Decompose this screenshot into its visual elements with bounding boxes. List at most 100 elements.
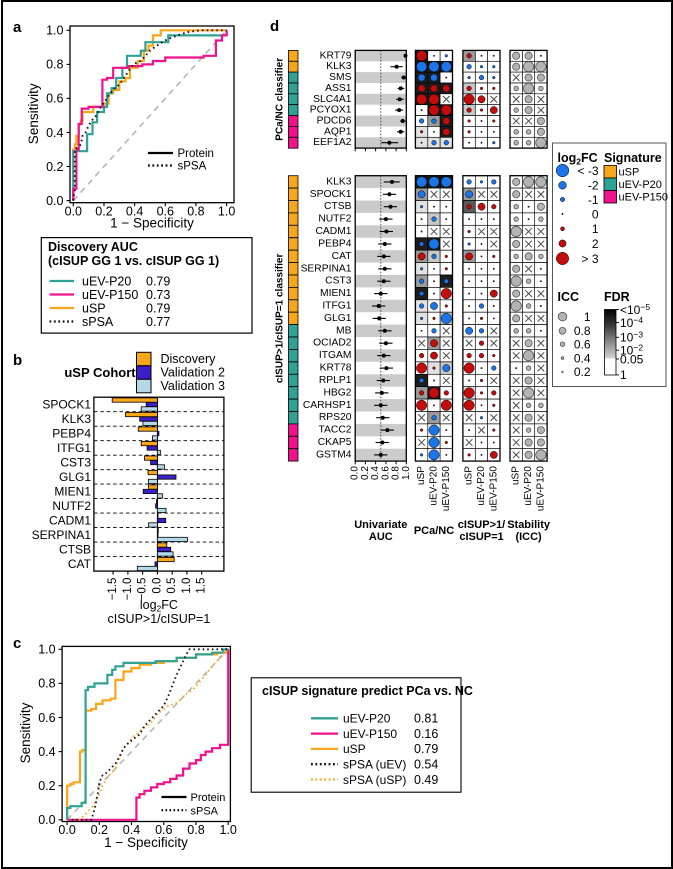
svg-text:0.4: 0.4: [123, 823, 140, 837]
svg-text:0.6: 0.6: [157, 205, 174, 219]
svg-text:0.05: 0.05: [620, 352, 644, 366]
svg-text:EEF1A2: EEF1A2: [313, 137, 352, 148]
svg-text:ITFG1: ITFG1: [57, 441, 91, 455]
svg-text:CKAP5: CKAP5: [318, 437, 352, 448]
svg-text:0.16: 0.16: [414, 727, 438, 741]
svg-text:ITGAM: ITGAM: [319, 350, 352, 361]
svg-text:> 3: > 3: [581, 252, 598, 266]
svg-text:0.79: 0.79: [414, 742, 438, 756]
svg-text:AQP1: AQP1: [324, 126, 352, 137]
svg-text:1.5: 1.5: [196, 578, 208, 594]
svg-text:CAT: CAT: [332, 251, 353, 262]
svg-text:0.5: 0.5: [166, 578, 178, 594]
svg-text:CST3: CST3: [60, 455, 91, 469]
svg-text:MB: MB: [336, 325, 352, 336]
svg-text:-2: -2: [588, 179, 599, 193]
svg-text:0.6: 0.6: [155, 823, 172, 837]
svg-text:uEV-P20: uEV-P20: [523, 466, 534, 506]
svg-text:Protein: Protein: [178, 148, 214, 160]
svg-text:0.2: 0.2: [95, 205, 112, 219]
svg-text:ASS1: ASS1: [325, 83, 352, 94]
svg-text:uEV-P150: uEV-P150: [535, 466, 546, 511]
svg-text:MIEN1: MIEN1: [320, 288, 352, 299]
svg-text:FDR: FDR: [604, 290, 630, 304]
svg-text:SERPINA1: SERPINA1: [301, 263, 352, 274]
svg-text:CST3: CST3: [325, 276, 352, 287]
svg-text:0.4: 0.4: [38, 745, 55, 759]
svg-text:Sensitivity: Sensitivity: [26, 83, 41, 144]
svg-text:SPOCK1: SPOCK1: [42, 397, 91, 411]
svg-text:uEV-P150: uEV-P150: [488, 466, 499, 511]
svg-text:(cISUP GG 1 vs. cISUP GG 1): (cISUP GG 1 vs. cISUP GG 1): [48, 254, 219, 268]
svg-text:0.4: 0.4: [126, 205, 143, 219]
svg-text:0.4: 0.4: [574, 351, 591, 365]
svg-text:ICC: ICC: [558, 290, 580, 304]
svg-text:Univariate: Univariate: [354, 519, 407, 531]
svg-text:0.8: 0.8: [46, 58, 63, 72]
svg-text:0.2: 0.2: [574, 365, 591, 379]
svg-text:0.2: 0.2: [46, 160, 63, 174]
svg-text:sPSA: sPSA: [178, 161, 207, 173]
svg-text:a: a: [13, 19, 22, 36]
svg-text:0.6: 0.6: [574, 338, 591, 352]
svg-text:MIEN1: MIEN1: [54, 484, 91, 498]
svg-text:sPSA (uSP): sPSA (uSP): [343, 773, 406, 787]
svg-text:0.8: 0.8: [38, 677, 55, 691]
svg-text:uEV-P20: uEV-P20: [429, 466, 440, 506]
svg-text:NUTF2: NUTF2: [52, 499, 91, 513]
svg-text:CADM1: CADM1: [49, 513, 91, 527]
svg-text:cISUP>1/: cISUP>1/: [458, 519, 505, 531]
svg-text:log2FC: log2FC: [140, 598, 178, 614]
svg-text:RPLP1: RPLP1: [319, 375, 352, 386]
svg-text:b: b: [13, 352, 22, 369]
svg-text:1.0: 1.0: [220, 823, 237, 837]
svg-text:uSP: uSP: [82, 301, 106, 315]
svg-text:cISUP signature predict PCa vs: cISUP signature predict PCa vs. NC: [262, 684, 473, 698]
svg-text:1.0: 1.0: [401, 466, 412, 480]
svg-text:−1.5: −1.5: [107, 578, 119, 601]
svg-text:0.2: 0.2: [38, 779, 55, 793]
svg-text:0.6: 0.6: [38, 711, 55, 725]
svg-text:PEBP4: PEBP4: [52, 426, 91, 440]
svg-text:Validation 3: Validation 3: [161, 379, 225, 393]
svg-text:OCIAD2: OCIAD2: [313, 338, 352, 349]
svg-text:1: 1: [584, 310, 591, 324]
svg-text:KLK3: KLK3: [326, 176, 351, 187]
svg-text:0.0: 0.0: [38, 813, 55, 827]
svg-text:SPOCK1: SPOCK1: [310, 189, 352, 200]
svg-text:0.8: 0.8: [187, 205, 204, 219]
svg-text:SERPINA1: SERPINA1: [32, 528, 92, 542]
svg-text:uEV-P150: uEV-P150: [82, 288, 138, 302]
svg-text:cISUP>1/cISUP=1 classifier: cISUP>1/cISUP=1 classifier: [275, 254, 286, 384]
svg-text:0.49: 0.49: [414, 773, 438, 787]
svg-text:0.79: 0.79: [146, 301, 170, 315]
svg-text:uSP: uSP: [343, 742, 366, 756]
svg-text:0.0: 0.0: [350, 466, 361, 480]
svg-text:0.81: 0.81: [414, 712, 438, 726]
svg-text:1 − Specificity: 1 − Specificity: [110, 216, 194, 231]
svg-text:AUC: AUC: [369, 531, 393, 543]
svg-text:uEV-P20: uEV-P20: [343, 712, 391, 726]
svg-text:uSP: uSP: [511, 466, 522, 485]
svg-text:0.8: 0.8: [391, 466, 402, 480]
svg-text:KRT78: KRT78: [320, 363, 352, 374]
svg-text:NUTF2: NUTF2: [318, 214, 351, 225]
svg-text:GLG1: GLG1: [324, 313, 352, 324]
svg-text:uSP Cohort: uSP Cohort: [64, 365, 136, 380]
svg-text:0.8: 0.8: [187, 823, 204, 837]
svg-text:0.73: 0.73: [146, 288, 170, 302]
svg-text:GSTM4: GSTM4: [316, 449, 352, 460]
svg-text:2: 2: [592, 237, 599, 251]
svg-text:uEV-P150: uEV-P150: [343, 727, 397, 741]
svg-text:Validation 2: Validation 2: [161, 366, 225, 380]
svg-text:ITFG1: ITFG1: [322, 301, 351, 312]
svg-text:log2FC: log2FC: [558, 151, 598, 167]
svg-text:HBG2: HBG2: [323, 387, 351, 398]
svg-text:1.0: 1.0: [46, 24, 63, 38]
svg-text:1: 1: [620, 368, 627, 382]
svg-text:< -3: < -3: [577, 164, 598, 178]
svg-text:c: c: [13, 635, 21, 652]
svg-text:KLK3: KLK3: [62, 412, 92, 426]
svg-text:1.0: 1.0: [181, 578, 193, 594]
svg-text:uEV-P20: uEV-P20: [476, 466, 487, 506]
